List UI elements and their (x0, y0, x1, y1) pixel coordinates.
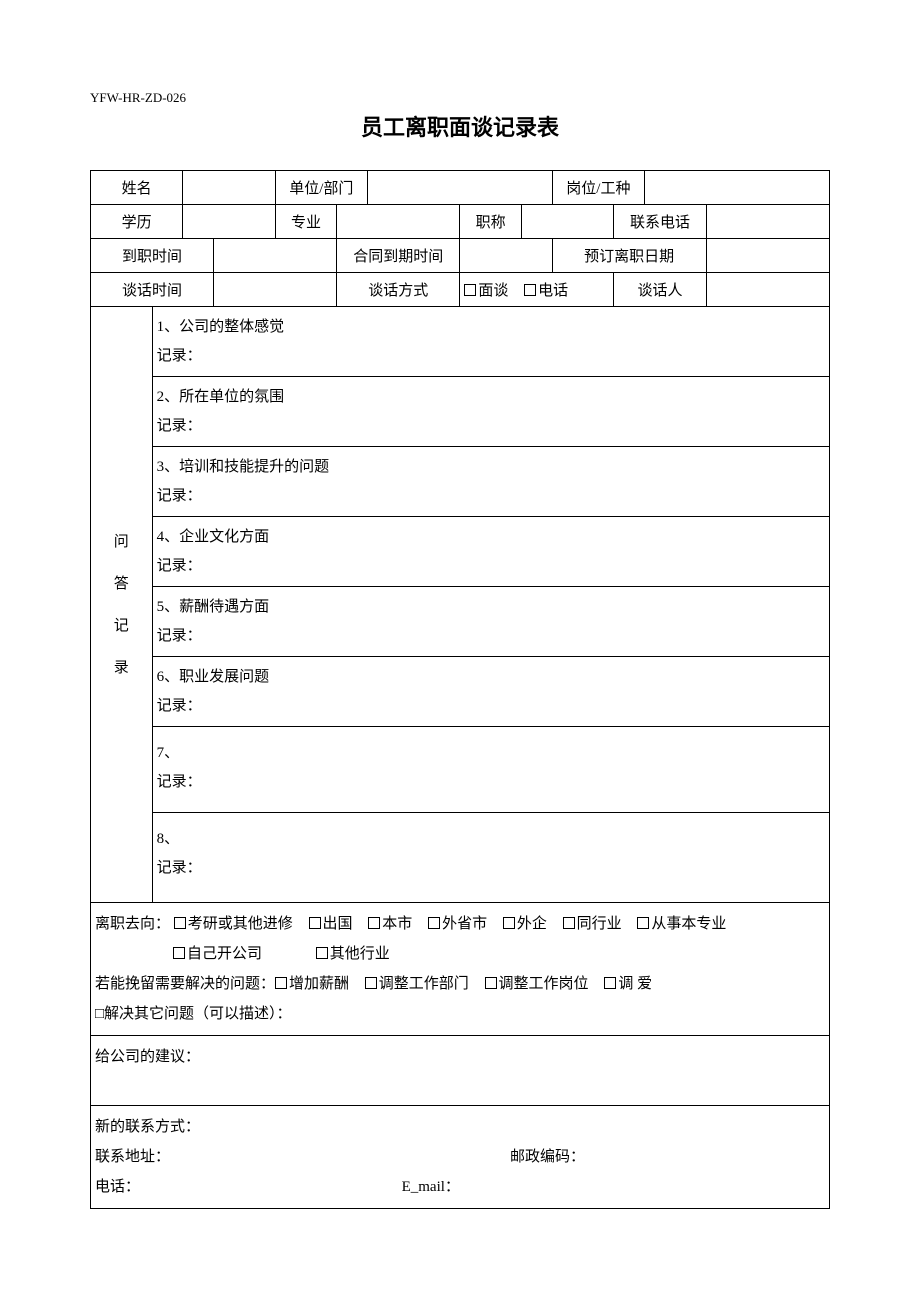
checkbox-foreign-company[interactable]: 外企 (503, 909, 547, 939)
field-leavedate[interactable] (706, 239, 829, 273)
label-phone: 联系电话 (614, 205, 706, 239)
qa-record-4: 记录： (157, 552, 825, 581)
checkbox-abroad[interactable]: 出国 (309, 909, 353, 939)
field-hiredate[interactable] (214, 239, 337, 273)
qa-record-6: 记录： (157, 692, 825, 721)
qa-record-8: 记录： (157, 854, 825, 883)
label-interviewer: 谈话人 (614, 273, 706, 307)
field-position[interactable] (645, 171, 830, 205)
qa-char-3: 记 (95, 605, 148, 647)
label-leavedate: 预订离职日期 (552, 239, 706, 273)
label-hiredate: 到职时间 (91, 239, 214, 273)
whereabouts-label: 离职去向： (95, 916, 170, 932)
checkbox-other-industry[interactable]: 其他行业 (316, 939, 390, 969)
field-phone[interactable] (706, 205, 829, 239)
checkbox-raise-salary[interactable]: 增加薪酬 (275, 969, 349, 999)
field-jobtitle[interactable] (521, 205, 613, 239)
qa-record-3: 记录： (157, 482, 825, 511)
checkbox-face-to-face[interactable]: 面谈 (464, 279, 508, 300)
qa-item-8[interactable]: 8、 记录： (152, 813, 829, 903)
label-name: 姓名 (91, 171, 183, 205)
qa-record-7: 记录： (157, 768, 825, 797)
other-issue-text: □解决其它问题（可以描述）： (95, 999, 825, 1029)
label-position: 岗位/工种 (552, 171, 644, 205)
checkbox-other-province[interactable]: 外省市 (428, 909, 487, 939)
postcode-label: 邮政编码： (510, 1149, 585, 1165)
section-whereabouts: 离职去向： 考研或其他进修 出国 本市 外省市 外企 同行业 从事本专业 自己开… (91, 903, 830, 1036)
field-name[interactable] (183, 171, 275, 205)
label-dept: 单位/部门 (275, 171, 367, 205)
qa-char-4: 录 (95, 647, 148, 689)
checkbox-major-related[interactable]: 从事本专业 (637, 909, 726, 939)
label-talkmethod: 谈话方式 (337, 273, 460, 307)
checkbox-grad-study[interactable]: 考研或其他进修 (174, 909, 293, 939)
qa-question-2: 2、所在单位的氛围 (157, 383, 825, 412)
qa-question-3: 3、培训和技能提升的问题 (157, 453, 825, 482)
qa-item-5[interactable]: 5、薪酬待遇方面 记录： (152, 587, 829, 657)
qa-char-2: 答 (95, 563, 148, 605)
checkbox-phone[interactable]: 电话 (524, 279, 568, 300)
field-talkmethod[interactable]: 面谈 电话 (460, 273, 614, 307)
qa-item-2[interactable]: 2、所在单位的氛围 记录： (152, 377, 829, 447)
label-contractend: 合同到期时间 (337, 239, 460, 273)
qa-item-6[interactable]: 6、职业发展问题 记录： (152, 657, 829, 727)
field-education[interactable] (183, 205, 275, 239)
qa-record-1: 记录： (157, 342, 825, 371)
qa-record-5: 记录： (157, 622, 825, 651)
checkbox-local-city[interactable]: 本市 (368, 909, 412, 939)
new-contact-label: 新的联系方式： (95, 1112, 825, 1142)
qa-item-7[interactable]: 7、 记录： (152, 727, 829, 813)
field-talktime[interactable] (214, 273, 337, 307)
qa-question-6: 6、职业发展问题 (157, 663, 825, 692)
checkbox-adjust-other[interactable]: 调 爱 (604, 969, 652, 999)
email-label: E_mail： (402, 1179, 460, 1195)
qa-question-1: 1、公司的整体感觉 (157, 313, 825, 342)
addr-label: 联系地址： (95, 1149, 170, 1165)
retain-label: 若能挽留需要解决的问题： (95, 976, 275, 992)
section-new-contact: 新的联系方式： 联系地址： 邮政编码： 电话： E_mail： (91, 1106, 830, 1209)
label-talktime: 谈话时间 (91, 273, 214, 307)
qa-item-4[interactable]: 4、企业文化方面 记录： (152, 517, 829, 587)
field-interviewer[interactable] (706, 273, 829, 307)
label-major: 专业 (275, 205, 337, 239)
qa-question-4: 4、企业文化方面 (157, 523, 825, 552)
document-code: YFW-HR-ZD-026 (90, 90, 830, 106)
checkbox-adjust-position[interactable]: 调整工作岗位 (485, 969, 589, 999)
label-education: 学历 (91, 205, 183, 239)
field-major[interactable] (337, 205, 460, 239)
qa-char-1: 问 (95, 521, 148, 563)
tel-label: 电话： (95, 1179, 140, 1195)
checkbox-adjust-dept[interactable]: 调整工作部门 (365, 969, 469, 999)
form-table: 姓名 单位/部门 岗位/工种 学历 专业 职称 联系电话 到职时间 合同到期时间… (90, 170, 830, 1209)
field-contractend[interactable] (460, 239, 552, 273)
section-suggestion[interactable]: 给公司的建议： (91, 1036, 830, 1106)
checkbox-same-industry[interactable]: 同行业 (563, 909, 622, 939)
qa-question-5: 5、薪酬待遇方面 (157, 593, 825, 622)
qa-item-3[interactable]: 3、培训和技能提升的问题 记录： (152, 447, 829, 517)
suggestion-label: 给公司的建议： (95, 1049, 200, 1065)
qa-question-7: 7、 (157, 739, 825, 768)
field-dept[interactable] (368, 171, 553, 205)
qa-section-label: 问 答 记 录 (91, 307, 153, 903)
qa-question-8: 8、 (157, 825, 825, 854)
label-jobtitle: 职称 (460, 205, 522, 239)
page-title: 员工离职面谈记录表 (90, 110, 830, 142)
qa-item-1[interactable]: 1、公司的整体感觉 记录： (152, 307, 829, 377)
qa-record-2: 记录： (157, 412, 825, 441)
checkbox-own-company[interactable]: 自己开公司 (173, 939, 262, 969)
